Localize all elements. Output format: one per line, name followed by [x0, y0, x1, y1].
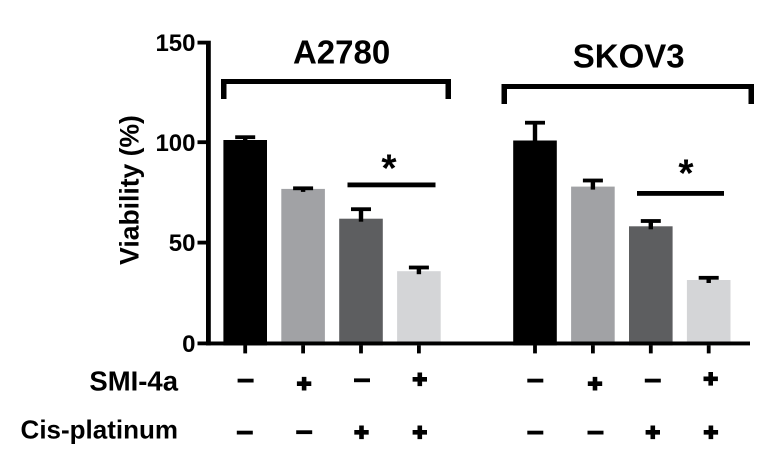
- svg-text:Cis-platinum: Cis-platinum: [21, 415, 178, 445]
- svg-text:SMI-4a: SMI-4a: [89, 366, 178, 397]
- svg-text:SKOV3: SKOV3: [573, 38, 685, 75]
- svg-text:100: 100: [155, 130, 195, 157]
- svg-text:150: 150: [155, 30, 195, 57]
- svg-text:0: 0: [182, 331, 195, 358]
- svg-text:A2780: A2780: [293, 33, 390, 70]
- svg-text:*: *: [678, 153, 694, 196]
- svg-text:Viability (%): Viability (%): [115, 115, 145, 265]
- svg-text:50: 50: [169, 230, 196, 257]
- svg-text:*: *: [381, 148, 397, 191]
